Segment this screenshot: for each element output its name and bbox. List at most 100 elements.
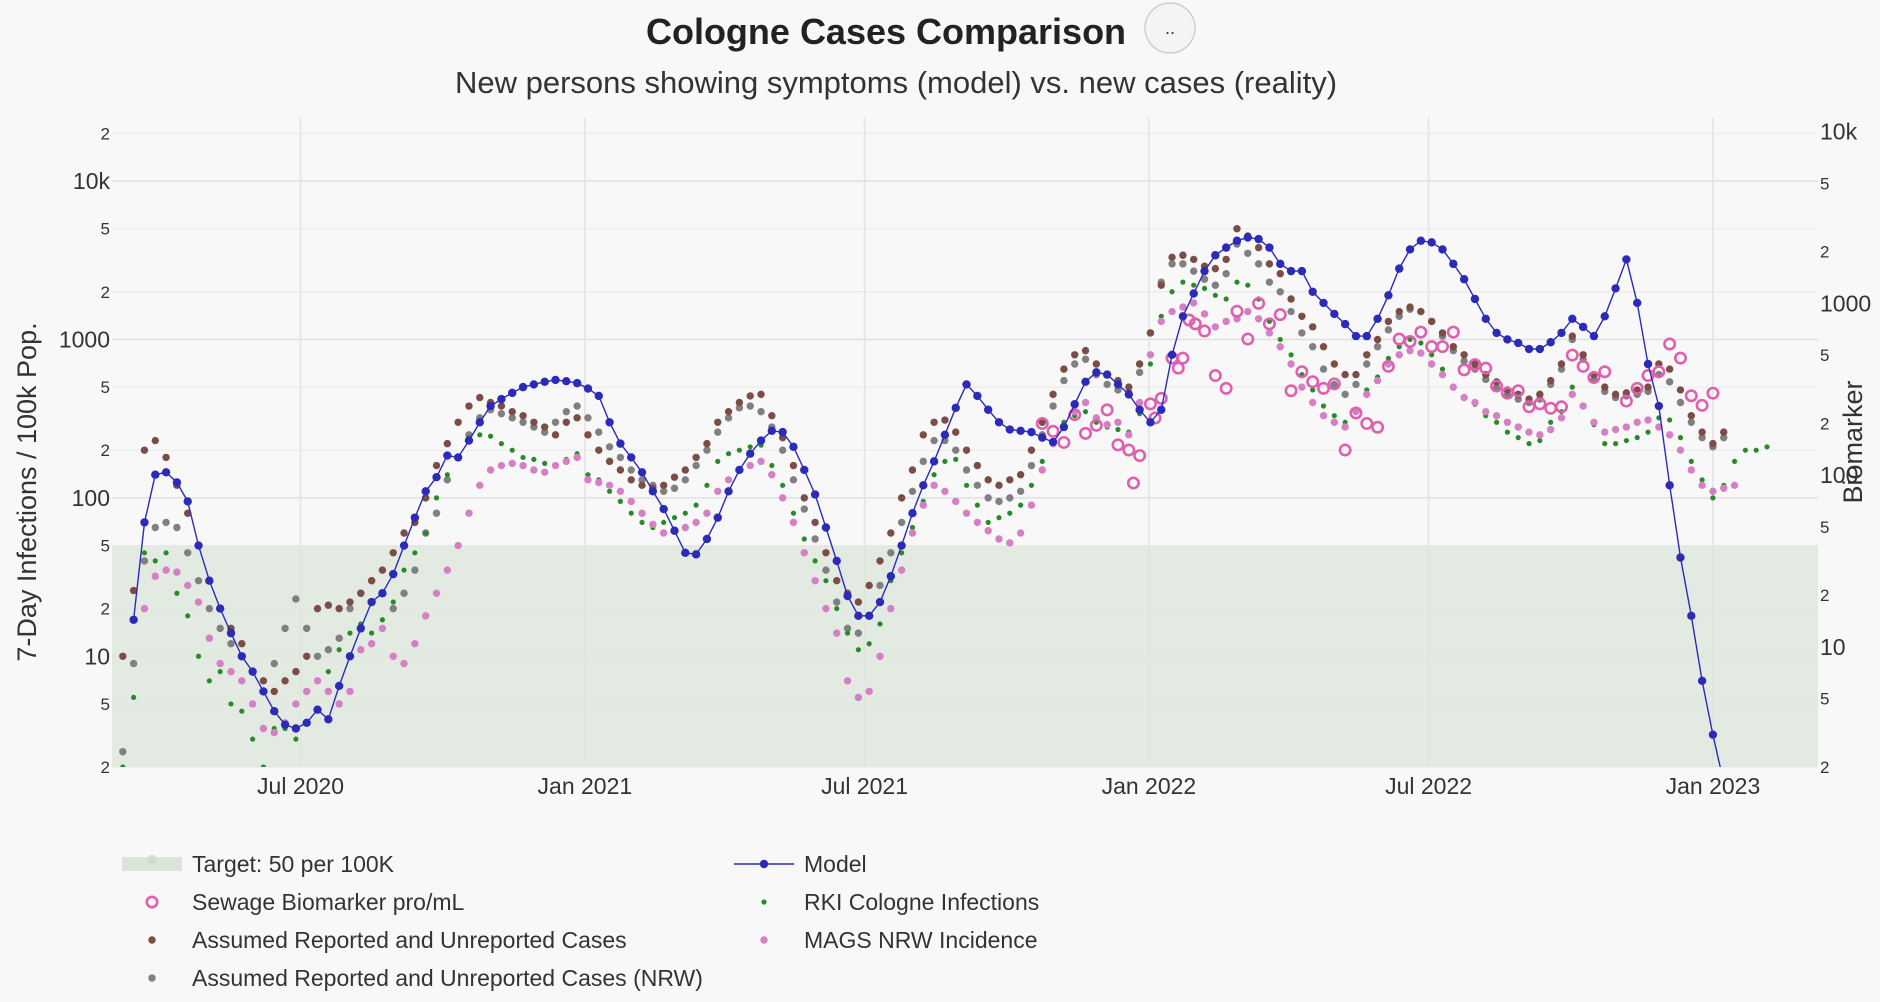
data-point <box>1557 365 1566 373</box>
data-point <box>508 414 516 422</box>
menu-button-shape[interactable] <box>1144 2 1196 54</box>
data-point <box>1687 466 1695 474</box>
legend-swatch-marker <box>759 859 769 869</box>
model-point <box>464 436 474 445</box>
y2-tick-label: 5 <box>1820 518 1829 537</box>
legend-label: MAGS NRW Incidence <box>804 927 1037 953</box>
data-point <box>1460 357 1468 365</box>
data-point <box>248 700 257 708</box>
model-point <box>1633 298 1642 308</box>
legend-item[interactable]: Sewage Biomarker pro/mL <box>145 889 465 915</box>
legend[interactable]: Target: 50 per 100K Model Sewage Biomarker… <box>122 851 1039 991</box>
data-point <box>908 466 917 474</box>
sewage-biomarker-point <box>1381 359 1395 373</box>
data-point <box>432 589 441 597</box>
data-point <box>1676 398 1685 407</box>
model-point <box>605 418 614 427</box>
model-point <box>973 391 982 401</box>
legend-swatch-dot <box>760 936 768 944</box>
data-point <box>1742 447 1748 453</box>
model-point <box>1200 266 1209 276</box>
data-point <box>1557 414 1566 422</box>
sewage-biomarker-point <box>1641 369 1655 383</box>
sewage-biomarker-point <box>1079 426 1093 440</box>
data-point <box>228 701 234 707</box>
data-point <box>1590 418 1598 426</box>
data-point <box>508 459 516 468</box>
series-layer <box>119 225 1770 767</box>
y-tick-label: 5 <box>101 378 110 397</box>
data-point <box>1125 431 1133 439</box>
data-point <box>1016 529 1025 537</box>
x-tick-label: Jul 2022 <box>1385 773 1472 799</box>
data-point <box>1201 285 1208 292</box>
data-point <box>540 428 549 436</box>
data-point <box>909 524 916 531</box>
data-point <box>1308 323 1317 331</box>
sewage-biomarker-point <box>1533 397 1547 411</box>
legend-item[interactable]: Assumed Reported and Unreported Cases <box>148 927 627 953</box>
x-tick-label: Jan 2023 <box>1666 773 1761 799</box>
data-point <box>477 432 483 438</box>
legend-item[interactable]: RKI Cologne Infections <box>761 889 1039 915</box>
model-point <box>702 534 712 544</box>
data-point <box>953 456 959 462</box>
sewage-biomarker-point <box>1188 317 1202 331</box>
data-point <box>1135 360 1144 368</box>
data-point <box>1179 303 1187 311</box>
data-point <box>1212 292 1218 298</box>
data-point <box>887 604 895 613</box>
legend-label: Assumed Reported and Unreported Cases <box>192 927 627 953</box>
model-point <box>1081 377 1090 387</box>
model-point <box>1113 380 1123 389</box>
model-point <box>399 541 409 550</box>
data-point <box>270 687 278 696</box>
data-point <box>1114 418 1122 426</box>
data-point <box>854 598 863 606</box>
sewage-biomarker-point <box>1554 400 1568 414</box>
data-point <box>1406 303 1414 311</box>
data-point <box>151 523 159 532</box>
model-point <box>746 449 755 458</box>
data-point <box>877 621 883 627</box>
menu-button-label[interactable]: .. <box>1165 18 1175 38</box>
data-point <box>1622 389 1631 397</box>
menu-button[interactable]: .. <box>1144 2 1196 54</box>
sewage-biomarker-point <box>1148 411 1162 425</box>
data-point <box>757 407 765 416</box>
model-point <box>821 523 831 532</box>
data-point <box>681 523 690 532</box>
data-point <box>369 630 375 636</box>
sewage-biomarker-point <box>1284 384 1298 398</box>
sewage-biomarker-point <box>1154 391 1168 405</box>
data-point <box>378 624 387 633</box>
data-point <box>173 568 181 576</box>
x-tick-label: Jan 2021 <box>538 773 633 799</box>
model-point <box>205 576 214 585</box>
data-point <box>1720 484 1728 492</box>
data-point <box>454 541 462 550</box>
legend-item[interactable]: Assumed Reported and Unreported Cases (N… <box>148 965 703 991</box>
model-point <box>248 667 257 676</box>
legend-item[interactable]: MAGS NRW Incidence <box>760 927 1037 953</box>
chart-subtitle: New persons showing symptoms (model) vs.… <box>455 65 1337 100</box>
data-point <box>1330 418 1339 426</box>
model-point <box>789 442 798 452</box>
y-tick-label: 5 <box>101 220 110 239</box>
data-point <box>735 398 744 407</box>
legend-item[interactable]: Model <box>734 851 867 877</box>
legend-item[interactable]: Target: 50 per 100K <box>122 851 395 877</box>
model-point <box>767 426 777 436</box>
data-point <box>227 640 235 648</box>
model-point <box>1557 328 1566 338</box>
data-point <box>1417 349 1425 357</box>
model-point <box>1146 418 1155 427</box>
data-point <box>811 535 819 543</box>
data-point <box>1027 501 1036 509</box>
data-point <box>1265 278 1274 286</box>
model-point <box>1189 289 1198 298</box>
data-point <box>1492 383 1501 391</box>
data-point <box>259 724 268 733</box>
data-point <box>778 494 787 502</box>
data-point <box>584 476 592 484</box>
